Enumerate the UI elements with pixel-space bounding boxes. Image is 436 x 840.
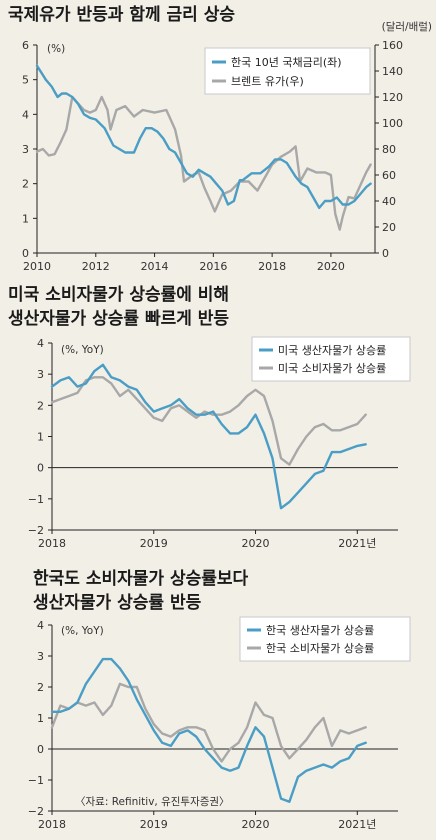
chart1-legend-oil: 브렌트 유가(우) (231, 75, 304, 88)
chart2-unit: (%, YoY) (61, 344, 104, 356)
chart3-y-tick-label: 4 (37, 619, 44, 632)
chart1-left-tick-label: 2 (22, 178, 29, 191)
chart1-left-tick-label: 6 (22, 39, 29, 52)
chart2-y-tick-label: −2 (28, 524, 44, 537)
chart2-y-tick-label: 0 (37, 462, 44, 475)
chart1-x-tick-label: 2020 (317, 260, 345, 273)
chart1-left-unit: (%) (47, 43, 65, 55)
chart1-right-tick-label: 60 (382, 169, 396, 182)
chart2-legend-box (251, 336, 411, 382)
chart3-x-tick-label: 2021년 (338, 818, 376, 831)
chart-korea-inflation: 한국도 소비자물가 상승률보다 생산자물가 상승률 반등 (%, YoY) −2… (28, 569, 411, 831)
chart3-legend: 한국 생산자물가 상승률 한국 소비자물가 상승률 (239, 616, 411, 662)
chart1-plot-area (35, 64, 372, 231)
chart1-left-tick-label: 5 (22, 74, 29, 87)
chart1-left-tick-label: 0 (22, 247, 29, 260)
chart1-x-tick-label: 2012 (82, 260, 110, 273)
chart2-legend-ppi: 미국 생산자물가 상승률 (278, 344, 386, 357)
chart1-x-tick-label: 2014 (141, 260, 169, 273)
chart-us-inflation: 미국 소비자물가 상승률에 비해 생산자물가 상승률 빠르게 반등 (%, Yo… (8, 285, 411, 550)
chart2-x-tick-label: 2020 (242, 537, 270, 550)
chart1-right-tick-label: 140 (382, 65, 403, 78)
chart2-axes: −2 −1 0 1 2 3 4 2018 2019 2020 2021년 (28, 337, 398, 550)
chart3-y-tick-label: 3 (37, 650, 44, 663)
chart2-y-tick-label: 2 (37, 399, 44, 412)
chart1-left-tick-label: 4 (22, 108, 29, 121)
chart3-y-tick-label: −2 (28, 805, 44, 818)
chart2-x-tick-label: 2021년 (338, 537, 376, 550)
chart2-legend-cpi: 미국 소비자물가 상승률 (278, 362, 386, 375)
chart3-title-line2: 생산자물가 상승률 반등 (33, 593, 202, 613)
chart3-y-tick-label: 2 (37, 681, 44, 694)
chart1-x-tick-label: 2016 (199, 260, 227, 273)
chart3-x-tick-label: 2020 (242, 818, 270, 831)
chart-oil-yield: 국제유가 반등과 함께 금리 상승 (%) (달러/배럴) 0123456020… (8, 4, 432, 273)
chart1-right-tick-label: 80 (382, 143, 396, 156)
chart1-right-tick-label: 160 (382, 39, 403, 52)
chart2-y-tick-label: 4 (37, 337, 44, 350)
chart3-title-line1: 한국도 소비자물가 상승률보다 (33, 569, 249, 589)
chart1-legend-box (204, 47, 371, 95)
chart1-x-tick-label: 2018 (258, 260, 286, 273)
chart2-plot-area (50, 363, 367, 510)
chart1-x-tick-label: 2010 (23, 260, 51, 273)
chart3-y-tick-label: 0 (37, 743, 44, 756)
chart2-x-tick-label: 2019 (140, 537, 168, 550)
chart1-right-tick-label: 0 (382, 247, 389, 260)
chart1-left-tick-label: 3 (22, 143, 29, 156)
chart2-y-tick-label: 3 (37, 368, 44, 381)
chart2-title-line2: 생산자물가 상승률 빠르게 반등 (8, 309, 229, 329)
chart3-y-tick-label: −1 (28, 774, 44, 787)
chart2-series-cpi (50, 376, 367, 466)
chart1-legend: 한국 10년 국채금리(좌) 브렌트 유가(우) (204, 47, 371, 95)
chart3-legend-cpi: 한국 소비자물가 상승률 (266, 642, 374, 655)
chart3-y-tick-label: 1 (37, 712, 44, 725)
chart2-series-ppi (50, 363, 367, 510)
chart3-source: 〈자료: Refinitiv, 유진투자증권〉 (75, 796, 230, 808)
chart1-title: 국제유가 반등과 함께 금리 상승 (8, 4, 235, 25)
chart1-left-tick-label: 1 (22, 212, 29, 225)
chart2-legend: 미국 생산자물가 상승률 미국 소비자물가 상승률 (251, 336, 411, 382)
chart1-right-tick-label: 20 (382, 221, 396, 234)
chart1-series-yield (35, 64, 372, 210)
chart3-unit: (%, YoY) (61, 625, 104, 637)
chart2-y-tick-label: −1 (28, 493, 44, 506)
chart1-right-unit: (달러/배럴) (382, 20, 432, 33)
chart3-legend-box (239, 616, 411, 662)
chart2-y-tick-label: 1 (37, 431, 44, 444)
chart3-series-ppi (50, 657, 367, 803)
chart1-right-tick-label: 40 (382, 195, 396, 208)
chart3-legend-ppi: 한국 생산자물가 상승률 (266, 624, 374, 637)
chart3-x-tick-label: 2019 (140, 818, 168, 831)
chart2-x-tick-label: 2018 (38, 537, 66, 550)
chart3-axes: −2 −1 0 1 2 3 4 2018 2019 2020 2021년 (28, 619, 398, 831)
chart3-plot-area (50, 657, 367, 803)
chart2-title-line1: 미국 소비자물가 상승률에 비해 (8, 285, 229, 305)
chart1-right-tick-label: 100 (382, 117, 403, 130)
chart3-x-tick-label: 2018 (38, 818, 66, 831)
chart3-series-cpi (50, 682, 367, 763)
chart1-legend-yield: 한국 10년 국채금리(좌) (231, 56, 342, 69)
chart1-series-oil (35, 95, 372, 231)
chart1-right-tick-label: 120 (382, 91, 403, 104)
